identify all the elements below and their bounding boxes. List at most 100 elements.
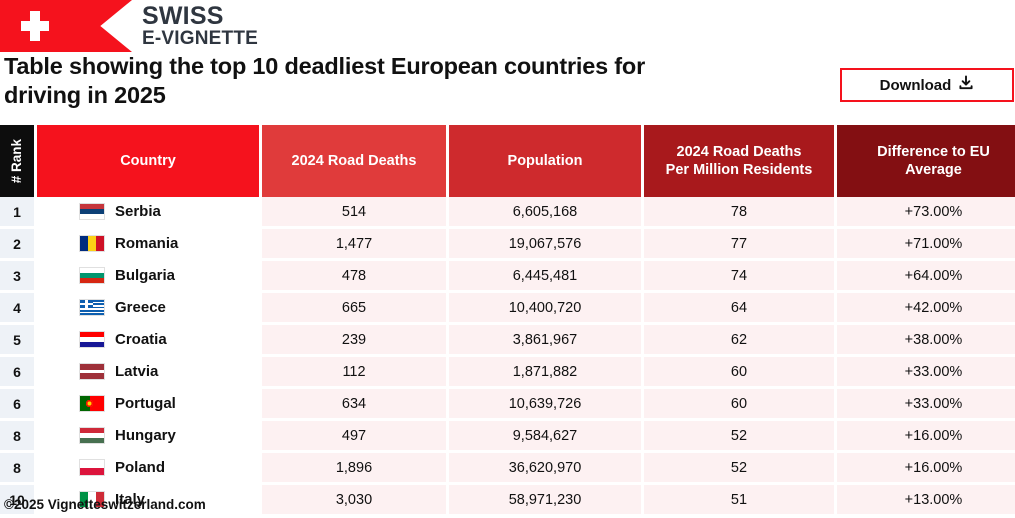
cell-divider [834, 453, 837, 482]
row-divider [0, 482, 1015, 485]
cell-deaths-per-million: 78 [644, 197, 834, 226]
header-divider [641, 125, 644, 197]
cell-rank: 10 [0, 485, 34, 514]
row-divider [0, 226, 1015, 229]
cell-difference-to-eu: +16.00% [837, 453, 1015, 482]
column-header-rank-label: # Rank [8, 138, 24, 184]
cell-divider [259, 325, 262, 354]
cell-population: 19,067,576 [449, 229, 641, 258]
cell-rank: 6 [0, 357, 34, 386]
cell-population: 1,871,882 [449, 357, 641, 386]
cell-divider [834, 229, 837, 258]
brand-line-1: SWISS [142, 1, 224, 30]
flag-serbia-icon [79, 203, 105, 220]
brand-logo: SWISS E-VIGNETTE [0, 0, 258, 52]
cell-divider [34, 389, 37, 418]
cell-divider [641, 229, 644, 258]
cell-divider [641, 389, 644, 418]
cell-deaths-per-million: 52 [644, 453, 834, 482]
country-name: Serbia [115, 203, 161, 220]
cell-deaths-per-million: 77 [644, 229, 834, 258]
cell-road-deaths: 634 [262, 389, 446, 418]
table-row: 4 Greece 665 10,400,720 64 +42.00% [0, 293, 1015, 322]
download-button[interactable]: Download [840, 68, 1014, 102]
cell-divider [641, 357, 644, 386]
download-icon [958, 74, 974, 96]
column-header-difference-line2: Average [905, 162, 962, 178]
cell-difference-to-eu: +64.00% [837, 261, 1015, 290]
column-header-country: Country [37, 125, 259, 197]
header-divider [34, 125, 37, 197]
cell-rank: 3 [0, 261, 34, 290]
cell-country: Greece [37, 293, 259, 322]
cell-divider [641, 197, 644, 226]
row-divider [0, 386, 1015, 389]
cell-divider [446, 261, 449, 290]
cell-road-deaths: 239 [262, 325, 446, 354]
cell-divider [446, 421, 449, 450]
cell-difference-to-eu: +73.00% [837, 197, 1015, 226]
brand-line-2: E-VIGNETTE [142, 28, 259, 50]
swiss-flag-icon [0, 0, 132, 52]
country-name: Croatia [115, 331, 167, 348]
cell-divider [259, 357, 262, 386]
cell-divider [259, 197, 262, 226]
brand-wordmark: SWISS E-VIGNETTE [142, 1, 259, 50]
row-divider [0, 354, 1015, 357]
country-name: Latvia [115, 363, 159, 380]
cell-divider [259, 421, 262, 450]
cell-divider [446, 229, 449, 258]
flag-poland-icon [79, 459, 105, 476]
cell-rank: 6 [0, 389, 34, 418]
cell-difference-to-eu: +13.00% [837, 485, 1015, 514]
cell-population: 3,861,967 [449, 325, 641, 354]
cell-road-deaths: 3,030 [262, 485, 446, 514]
country-name: Poland [115, 459, 166, 476]
cell-deaths-per-million: 64 [644, 293, 834, 322]
column-header-population: Population [449, 125, 641, 197]
cell-difference-to-eu: +33.00% [837, 389, 1015, 418]
cell-divider [446, 197, 449, 226]
cell-divider [446, 453, 449, 482]
column-header-deaths-per-million-line2: Per Million Residents [665, 162, 813, 178]
copyright-footer: ©2025 Vignetteswitzerland.com [4, 497, 206, 512]
cell-divider [834, 389, 837, 418]
cell-divider [34, 325, 37, 354]
table-row: 8 Hungary 497 9,584,627 52 +16.00% [0, 421, 1015, 450]
column-header-deaths-per-million: 2024 Road Deaths Per Million Residents [644, 125, 834, 197]
cell-rank: 8 [0, 421, 34, 450]
cell-country: Italy [37, 485, 259, 514]
row-divider [0, 322, 1015, 325]
cell-country: Hungary [37, 421, 259, 450]
cell-divider [34, 261, 37, 290]
flag-croatia-icon [79, 331, 105, 348]
cell-country: Poland [37, 453, 259, 482]
table-row: 6 Portugal 634 10,639,726 60 +33.00% [0, 389, 1015, 418]
column-header-deaths-per-million-line1: 2024 Road Deaths [676, 143, 802, 160]
cell-divider [641, 453, 644, 482]
cell-road-deaths: 514 [262, 197, 446, 226]
cell-country: Serbia [37, 197, 259, 226]
country-name: Romania [115, 235, 179, 252]
cell-divider [641, 485, 644, 514]
table-row: 10 Italy 3,030 58,971,230 51 +13.00% [0, 485, 1015, 514]
cell-road-deaths: 1,477 [262, 229, 446, 258]
cell-divider [834, 421, 837, 450]
cell-divider [259, 293, 262, 322]
cell-divider [834, 197, 837, 226]
cell-road-deaths: 497 [262, 421, 446, 450]
cell-difference-to-eu: +33.00% [837, 357, 1015, 386]
cell-country: Bulgaria [37, 261, 259, 290]
flag-italy-icon [79, 491, 105, 508]
country-name: Italy [115, 491, 146, 508]
cell-difference-to-eu: +16.00% [837, 421, 1015, 450]
column-header-rank: # Rank [0, 125, 34, 197]
cell-divider [834, 325, 837, 354]
cell-population: 6,445,481 [449, 261, 641, 290]
cell-road-deaths: 478 [262, 261, 446, 290]
cell-rank: 4 [0, 293, 34, 322]
cell-divider [446, 357, 449, 386]
header-divider [259, 125, 262, 197]
cell-divider [446, 389, 449, 418]
column-header-difference-to-eu: Difference to EU Average [837, 125, 1015, 197]
